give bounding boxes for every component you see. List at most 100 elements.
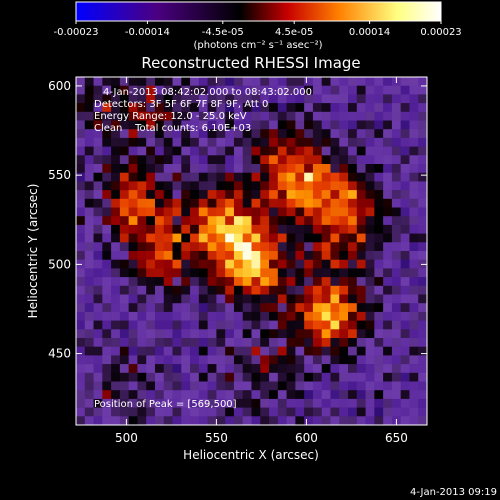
heatmap-cell (277, 407, 287, 417)
heatmap-cell (111, 416, 121, 425)
heatmap-cell (225, 146, 235, 156)
heatmap-cell (137, 338, 147, 347)
heatmap-cell (400, 381, 410, 391)
heatmap-cell (119, 407, 129, 417)
heatmap-cell (163, 181, 173, 191)
heatmap-cell (383, 372, 393, 382)
heatmap-cell (365, 137, 375, 147)
heatmap-cell (172, 294, 182, 304)
heatmap-cell (163, 407, 173, 417)
heatmap-cell (339, 172, 349, 182)
heatmap-cell (269, 346, 279, 356)
heatmap-cell (190, 259, 200, 269)
heatmap-cell (418, 303, 427, 313)
heatmap-cell (137, 164, 147, 173)
heatmap-cell (207, 111, 217, 121)
heatmap-cell (119, 338, 129, 347)
heatmap-cell (93, 381, 103, 391)
heatmap-cell (207, 155, 217, 165)
heatmap-cell (154, 251, 165, 260)
heatmap-cell (190, 338, 200, 347)
heatmap-cell (207, 277, 217, 287)
heatmap-cell (374, 94, 384, 104)
heatmap-cell (312, 372, 323, 382)
heatmap-cell (304, 277, 314, 287)
heatmap-cell (418, 181, 427, 191)
heatmap-cell (286, 294, 296, 304)
heatmap-cell (295, 155, 305, 165)
heatmap-cell (400, 155, 410, 165)
heatmap-cell (304, 416, 314, 425)
heatmap-cell (418, 294, 427, 304)
heatmap-cell (128, 172, 138, 182)
heatmap-cell (295, 320, 305, 330)
heatmap-cell (119, 85, 129, 95)
heatmap-cell (76, 268, 86, 278)
heatmap-cell (242, 85, 252, 95)
heatmap-cell (277, 129, 287, 139)
heatmap-cell (295, 207, 305, 217)
heatmap-cell (374, 355, 384, 365)
heatmap-cell (383, 146, 393, 156)
heatmap-cell (102, 338, 112, 347)
heatmap-cell (154, 129, 165, 139)
heatmap-cell (418, 251, 427, 260)
heatmap-cell (330, 381, 340, 391)
heatmap-cell (190, 251, 200, 260)
heatmap-cell (391, 137, 401, 147)
heatmap-cell (312, 103, 323, 113)
heatmap-cell (391, 294, 401, 304)
heatmap-cell (374, 224, 384, 234)
heatmap-cell (312, 164, 323, 173)
heatmap-cell (102, 120, 112, 130)
heatmap-cell (391, 103, 401, 113)
heatmap-cell (269, 285, 279, 295)
heatmap-cell (400, 172, 410, 182)
heatmap-cell (216, 390, 226, 400)
heatmap-cell (225, 251, 235, 260)
heatmap-cell (277, 355, 287, 365)
heatmap-cell (400, 268, 410, 278)
heatmap-cell (383, 137, 393, 147)
heatmap-cell (348, 77, 358, 86)
heatmap-cell (277, 251, 287, 260)
heatmap-cell (409, 190, 419, 200)
heatmap-cell (269, 329, 279, 339)
heatmap-cell (356, 137, 366, 147)
heatmap-cell (374, 120, 384, 130)
heatmap-cell (269, 181, 279, 191)
heatmap-cell (374, 77, 384, 86)
heatmap-cell (348, 329, 358, 339)
heatmap-cell (119, 268, 129, 278)
heatmap-cell (339, 77, 349, 86)
heatmap-cell (128, 268, 138, 278)
heatmap-cell (321, 216, 331, 226)
heatmap-cell (181, 355, 191, 365)
heatmap-cell (312, 129, 323, 139)
heatmap-cell (286, 320, 296, 330)
heatmap-cell (216, 198, 226, 208)
heatmap-cell (119, 294, 129, 304)
heatmap-cell (146, 268, 156, 278)
heatmap-cell (330, 198, 340, 208)
heatmap-cell (198, 364, 208, 374)
heatmap-cell (242, 94, 252, 104)
heatmap-cell (251, 320, 261, 330)
heatmap-cell (154, 103, 165, 113)
heatmap-cell (365, 103, 375, 113)
heatmap-cell (216, 85, 226, 95)
heatmap-cell (76, 137, 86, 147)
x-axis-label: Heliocentric X (arcsec) (183, 448, 319, 462)
heatmap-cell (304, 190, 314, 200)
heatmap-cell (312, 94, 323, 104)
heatmap-cell (295, 233, 305, 243)
heatmap-cell (409, 120, 419, 130)
heatmap-cell (356, 172, 366, 182)
heatmap-cell (146, 320, 156, 330)
heatmap-cell (137, 329, 147, 339)
heatmap-cell (146, 233, 156, 243)
heatmap-cell (111, 224, 121, 234)
heatmap-cell (269, 94, 279, 104)
heatmap-cell (216, 207, 226, 217)
